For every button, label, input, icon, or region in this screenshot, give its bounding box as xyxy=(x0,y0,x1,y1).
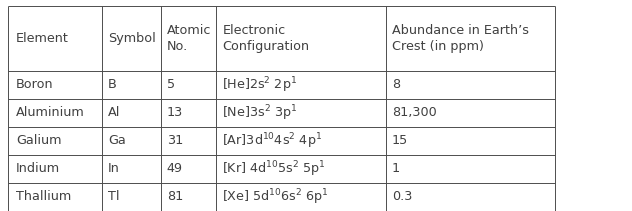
Text: Indium: Indium xyxy=(16,162,60,175)
Text: 1: 1 xyxy=(392,162,400,175)
Text: [Kr] 4d$^{10}$5s$^2$ 5p$^1$: [Kr] 4d$^{10}$5s$^2$ 5p$^1$ xyxy=(222,159,326,179)
Text: 8: 8 xyxy=(392,78,400,91)
Text: 49: 49 xyxy=(167,162,183,175)
Text: Symbol: Symbol xyxy=(108,32,156,45)
Text: [Ar]3d$^{10}$4s$^2$ 4p$^1$: [Ar]3d$^{10}$4s$^2$ 4p$^1$ xyxy=(222,131,322,151)
Text: Ga: Ga xyxy=(108,134,126,147)
Text: Tl: Tl xyxy=(108,191,119,203)
Text: 81,300: 81,300 xyxy=(392,106,437,119)
Text: [Ne]3s$^2$ 3p$^1$: [Ne]3s$^2$ 3p$^1$ xyxy=(222,103,298,123)
Text: 15: 15 xyxy=(392,134,408,147)
Text: 31: 31 xyxy=(167,134,183,147)
Text: Atomic
No.: Atomic No. xyxy=(167,24,211,53)
Text: Boron: Boron xyxy=(16,78,54,91)
Text: Abundance in Earth’s
Crest (in ppm): Abundance in Earth’s Crest (in ppm) xyxy=(392,24,529,53)
Text: Aluminium: Aluminium xyxy=(16,106,85,119)
Text: [Xe] 5d$^{10}$6s$^2$ 6p$^1$: [Xe] 5d$^{10}$6s$^2$ 6p$^1$ xyxy=(222,187,329,207)
Text: Element: Element xyxy=(16,32,69,45)
Text: [He]2s$^2$ 2p$^1$: [He]2s$^2$ 2p$^1$ xyxy=(222,75,298,95)
Text: Electronic
Configuration: Electronic Configuration xyxy=(222,24,310,53)
Text: 5: 5 xyxy=(167,78,175,91)
Text: B: B xyxy=(108,78,117,91)
Text: 13: 13 xyxy=(167,106,183,119)
Text: Thallium: Thallium xyxy=(16,191,71,203)
Text: 81: 81 xyxy=(167,191,183,203)
Text: In: In xyxy=(108,162,120,175)
Text: Galium: Galium xyxy=(16,134,61,147)
Text: Al: Al xyxy=(108,106,121,119)
Text: 0.3: 0.3 xyxy=(392,191,412,203)
